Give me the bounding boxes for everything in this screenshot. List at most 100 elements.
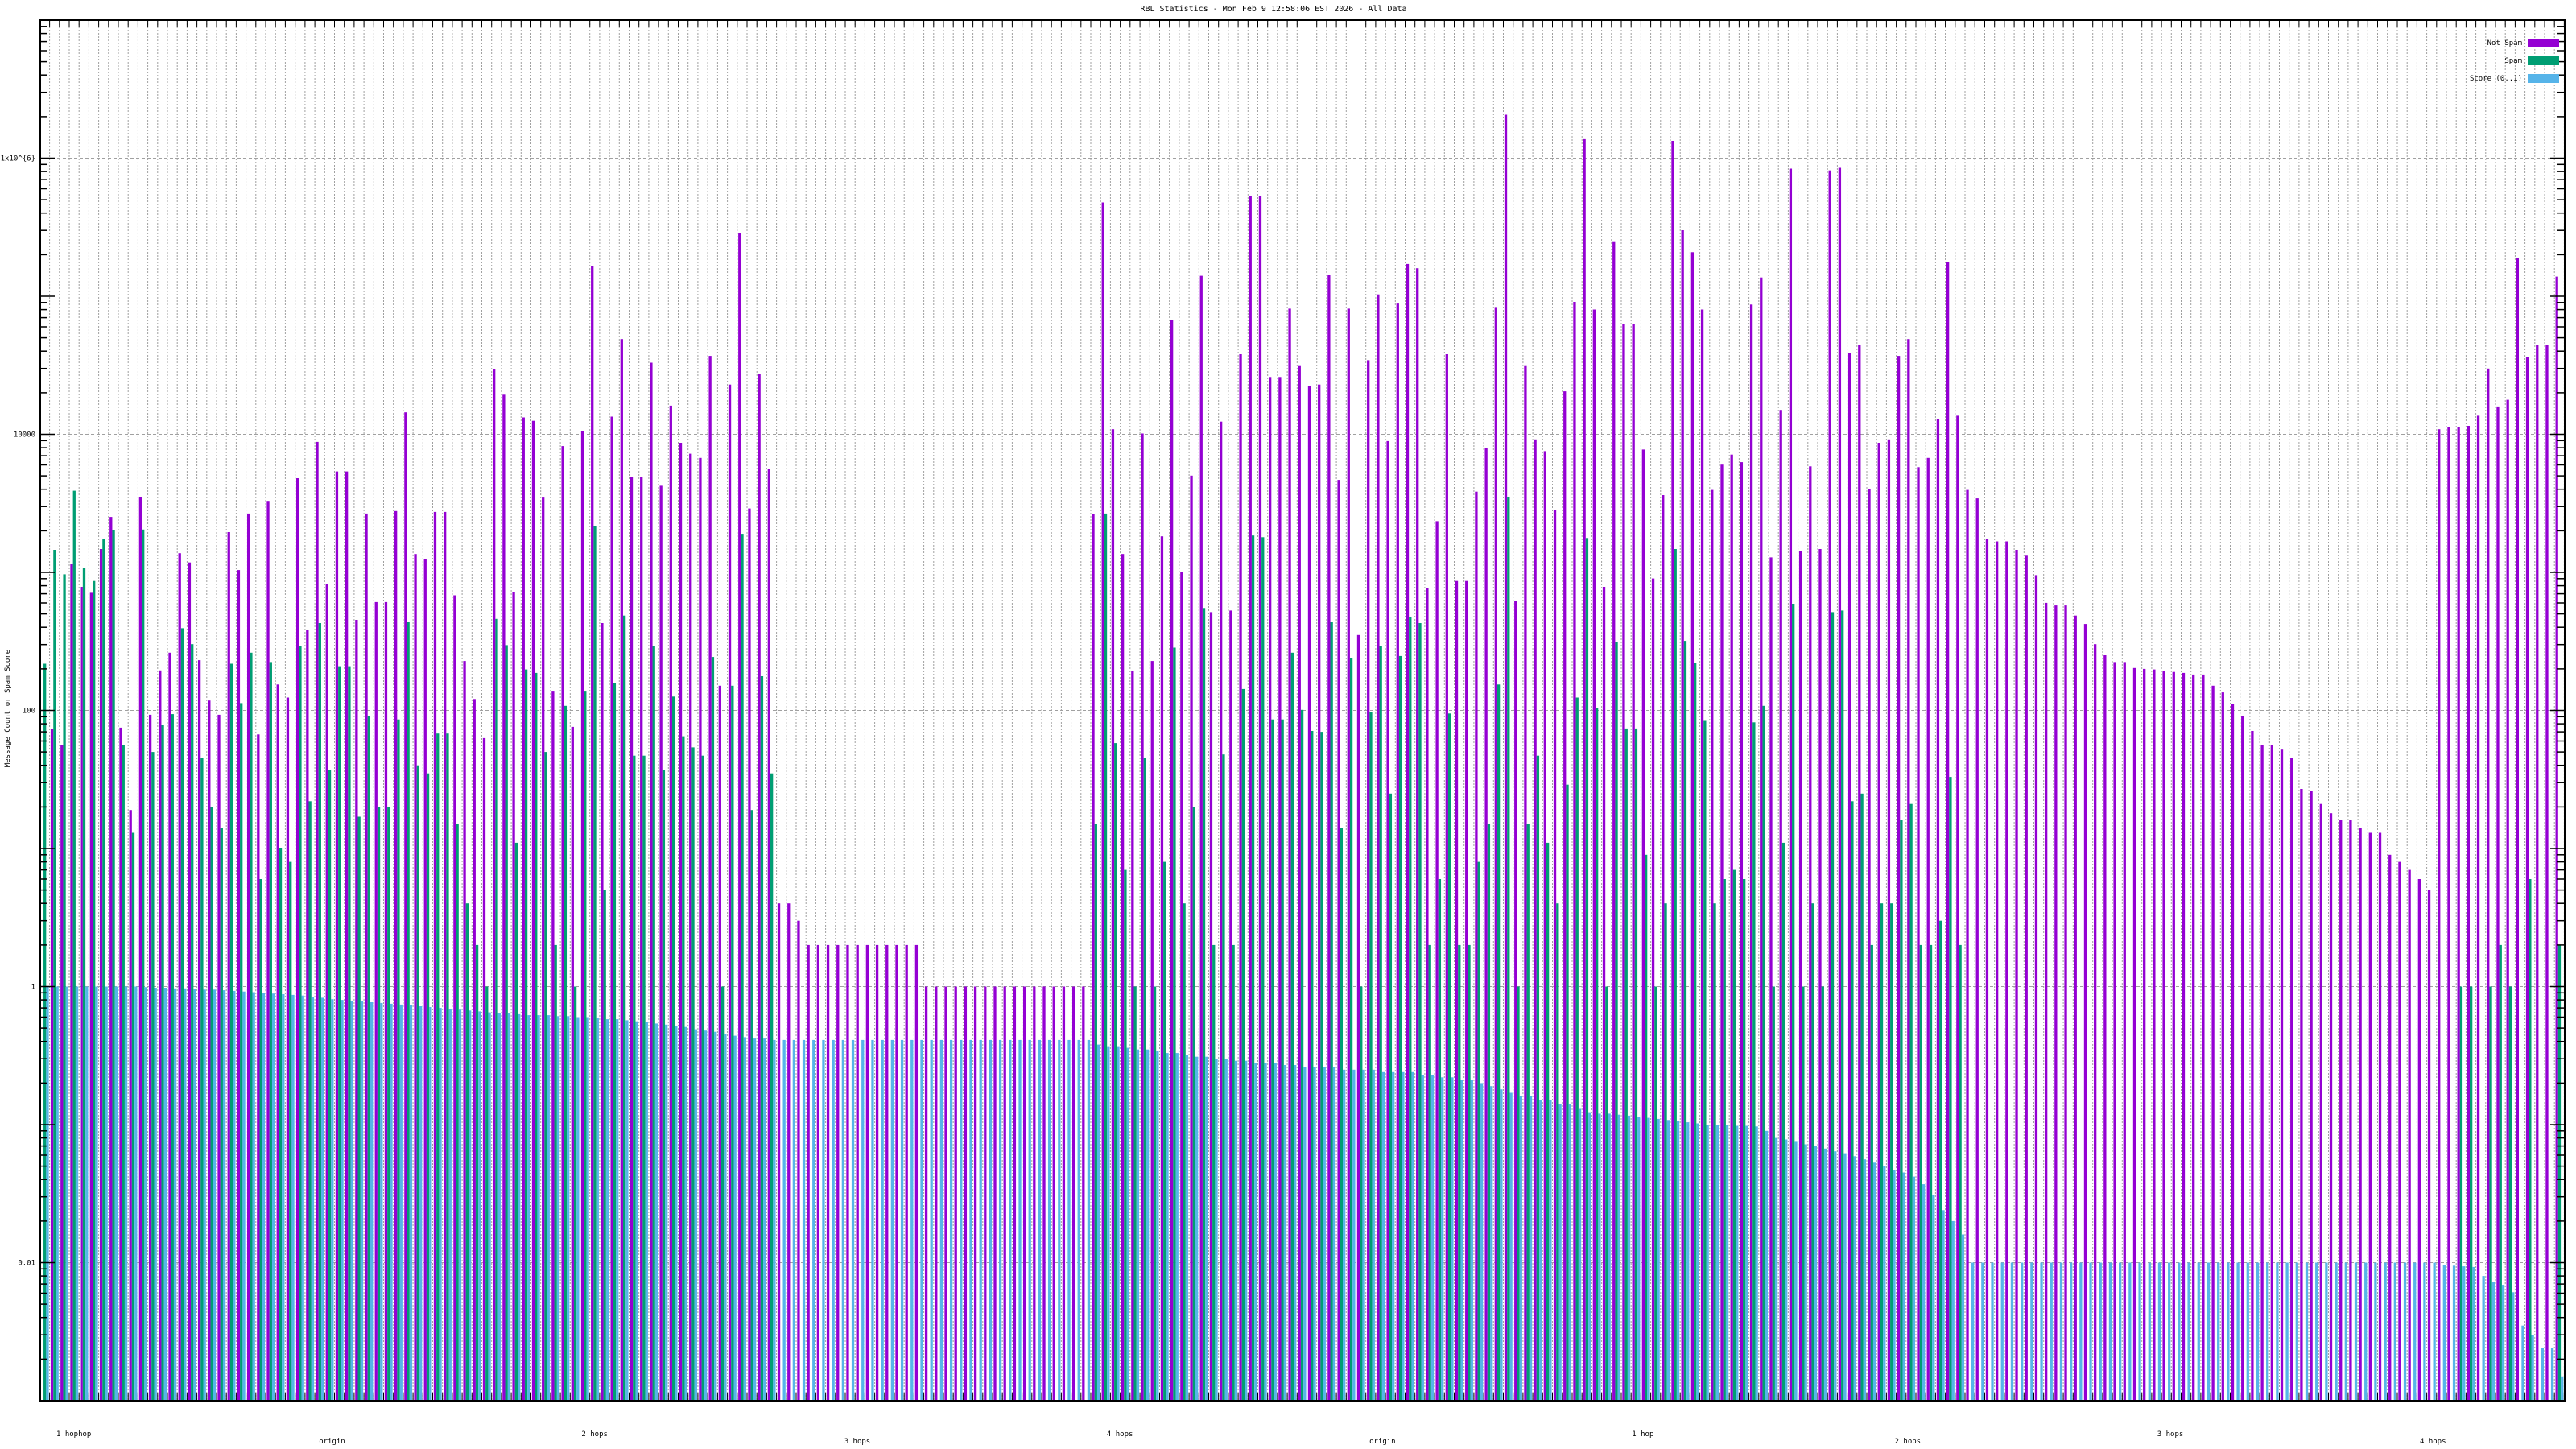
bar-not-spam (1435, 521, 1439, 1401)
bar-not-spam (738, 233, 741, 1402)
bar-spam (43, 663, 47, 1401)
bar-not-spam (1553, 510, 1557, 1401)
bar-not-spam (1062, 986, 1066, 1401)
bar-score (605, 1019, 609, 1401)
bar-not-spam (1180, 572, 1183, 1402)
bar-not-spam (1269, 377, 1272, 1401)
bar-not-spam (1396, 303, 1399, 1402)
bar-not-spam (1514, 601, 1517, 1401)
bar-spam (524, 669, 528, 1401)
y-axis-label: Message Count or Spam Score (4, 650, 12, 767)
bar-not-spam (2270, 745, 2273, 1401)
bar-score (301, 995, 304, 1401)
bar-score (1058, 1039, 1061, 1401)
bar-not-spam (2408, 869, 2411, 1401)
bar-not-spam (2368, 832, 2372, 1401)
bar-spam (1752, 722, 1756, 1401)
legend-label-score: Score (0..1) (2470, 75, 2522, 83)
bar-not-spam (1318, 384, 1321, 1402)
bar-spam (1596, 708, 1599, 1401)
bar-not-spam (178, 553, 181, 1402)
bar-spam (1290, 652, 1294, 1401)
bar-not-spam (1475, 491, 1478, 1402)
bar-not-spam (2094, 644, 2097, 1401)
bar-spam (1919, 944, 1922, 1401)
bar-not-spam (1858, 345, 1861, 1401)
bar-not-spam (1877, 443, 1880, 1401)
bar-score (665, 1024, 668, 1401)
bar-score (2472, 1266, 2475, 1401)
bar-not-spam (306, 630, 309, 1401)
bar-score (75, 986, 79, 1401)
bar-spam (1900, 820, 1903, 1401)
bar-score (851, 1039, 855, 1401)
bar-score (85, 986, 89, 1401)
bar-spam (1104, 513, 1108, 1401)
bar-not-spam (1367, 360, 1370, 1401)
bar-score (2010, 1262, 2014, 1401)
bar-not-spam (630, 477, 634, 1401)
bar-score (861, 1039, 865, 1401)
bar-not-spam (2300, 789, 2303, 1401)
bar-score (1519, 1096, 1522, 1401)
bar-not-spam (886, 944, 889, 1401)
bar-score (2108, 1262, 2112, 1401)
bar-score (1451, 1077, 1454, 1401)
bar-score (890, 1039, 894, 1401)
bar-not-spam (1347, 308, 1350, 1401)
bar-spam (161, 725, 164, 1401)
bar-score (2256, 1262, 2260, 1401)
bar-score (1725, 1125, 1729, 1401)
bar-not-spam (1150, 661, 1154, 1401)
bar-score (684, 1026, 687, 1401)
bar-score (930, 1039, 933, 1401)
bar-spam (1438, 879, 1442, 1401)
bar-score (1087, 1039, 1091, 1401)
bar-score (390, 1003, 393, 1401)
bar-not-spam (1356, 634, 1360, 1401)
bar-not-spam (758, 374, 761, 1402)
bar-score (124, 986, 128, 1401)
bar-spam (1890, 903, 1893, 1401)
bar-not-spam (2054, 605, 2058, 1401)
bar-not-spam (1711, 489, 1714, 1401)
bar-score (2354, 1262, 2358, 1401)
bar-not-spam (2083, 624, 2087, 1401)
bar-score (409, 1005, 413, 1401)
bar-score (311, 997, 315, 1401)
y-tick-label: 100 (23, 708, 35, 716)
bar-spam (1851, 801, 1854, 1401)
bar-spam (1428, 944, 1431, 1401)
bar-not-spam (482, 737, 486, 1401)
bar-not-spam (2516, 258, 2520, 1402)
bar-score (320, 997, 324, 1401)
bar-not-spam (2074, 615, 2077, 1401)
bar-score (2285, 1262, 2289, 1401)
y-tick-labels: 1x10^{6} 10000 100 1 0.01 (1, 155, 35, 1268)
bar-not-spam (1897, 356, 1901, 1402)
bar-score (2070, 1262, 2073, 1401)
bar-score (576, 1017, 580, 1401)
bar-spam (1949, 777, 1952, 1401)
bar-score (173, 988, 177, 1401)
bar-score (2246, 1262, 2249, 1401)
bar-score (1774, 1137, 1778, 1401)
bar-not-spam (60, 745, 64, 1401)
bar-not-spam (767, 469, 770, 1401)
bar-spam (1713, 903, 1716, 1401)
bar-not-spam (973, 986, 977, 1401)
bar-not-spam (433, 511, 437, 1401)
bars (43, 114, 2564, 1402)
bar-spam (328, 770, 332, 1401)
bar-not-spam (1258, 196, 1262, 1402)
bar-not-spam (826, 944, 830, 1401)
bar-score (222, 990, 226, 1401)
bar-score (154, 988, 157, 1401)
bar-spam (691, 747, 695, 1401)
bar-score (625, 1020, 629, 1401)
bar-spam (485, 986, 489, 1401)
bar-not-spam (1052, 986, 1055, 1401)
bar-spam (1330, 622, 1333, 1401)
bar-score (1814, 1146, 1818, 1401)
bar-score (65, 986, 69, 1401)
